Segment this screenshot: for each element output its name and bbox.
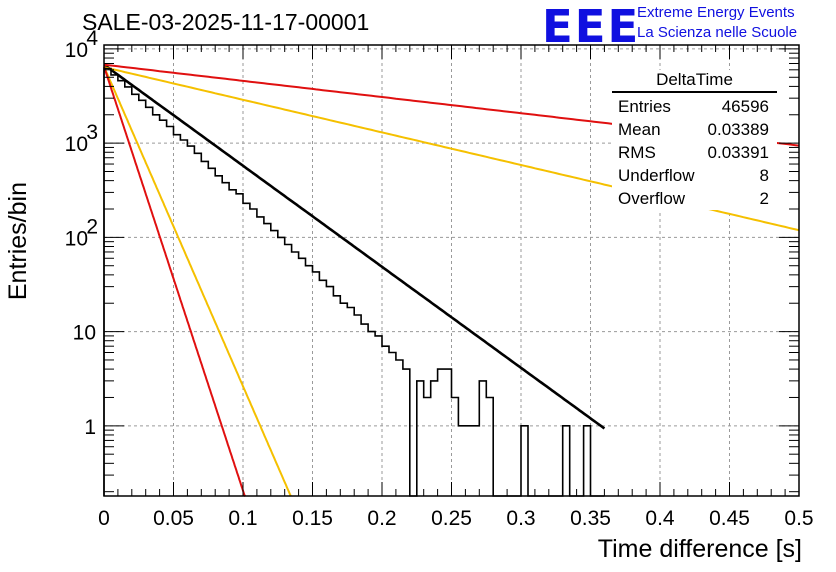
x-tick-label: 0.25 [431,507,472,530]
x-tick-label: 0 [98,507,110,530]
logo-line-2: La Scienza nelle Scuole [637,24,798,41]
x-tick-label: 0.05 [153,507,194,530]
stats-value: 0.03391 [707,143,769,162]
stats-row: Underflow 8 [612,164,777,187]
y-axis-label: Entries/bin [4,182,32,301]
x-tick-label: 0.4 [645,507,675,530]
stats-row: Mean 0.03389 [612,118,777,141]
y-tick-label: 1 [84,416,96,439]
x-tick-label: 0.3 [506,507,535,530]
eee-logo: EEE [542,0,641,53]
stats-value: 2 [759,189,769,208]
fit-curve-orange-fast [103,66,292,497]
histogram [103,67,605,497]
axis-ticks [103,45,800,496]
y-tick-label: 10 [65,133,88,156]
stats-row: Overflow 2 [612,187,777,210]
x-tick-label: 0.2 [367,507,396,530]
x-axis-label: Time difference [s] [597,535,802,563]
stats-value: 0.03389 [707,120,769,139]
logo-line-1: Extreme Energy Events [637,4,795,21]
fit-curve-red-fast [103,66,246,497]
y-tick-label: 10 [73,322,96,345]
stats-title: DeltaTime [612,70,777,93]
stats-label: Overflow [618,189,686,208]
y-tick-label: 10 [65,227,88,250]
y-tick-exponent: 3 [86,121,98,144]
chart-title: SALE-03-2025-11-17-00001 [82,9,370,35]
x-tick-label: 0.15 [292,507,333,530]
stats-label: Entries [618,97,671,116]
x-tick-label: 0.45 [709,507,750,530]
x-tick-label: 0.35 [570,507,611,530]
y-tick-exponent: 4 [86,27,98,50]
histogram-outline [103,67,605,497]
stats-label: Underflow [618,166,695,185]
x-tick-label: 0.5 [784,507,813,530]
y-tick-exponent: 2 [86,215,98,238]
stats-row: Entries 46596 [612,95,777,118]
stats-value: 8 [759,166,769,185]
stats-row: RMS 0.03391 [612,141,777,164]
stats-label: RMS [618,143,656,162]
stats-label: Mean [618,120,661,139]
y-tick-label: 10 [65,39,88,62]
x-tick-label: 0.1 [228,507,257,530]
tick-labels: 0 0.05 0.1 0.15 0.2 0.25 0.3 0.35 0.4 0.45 0.5 1 10 1… [65,27,814,530]
fit-curve-fit [103,63,606,430]
stats-value: 46596 [721,97,769,116]
stats-box: DeltaTime Entries 46596 Mean 0.03389 RMS 0.… [612,70,777,210]
